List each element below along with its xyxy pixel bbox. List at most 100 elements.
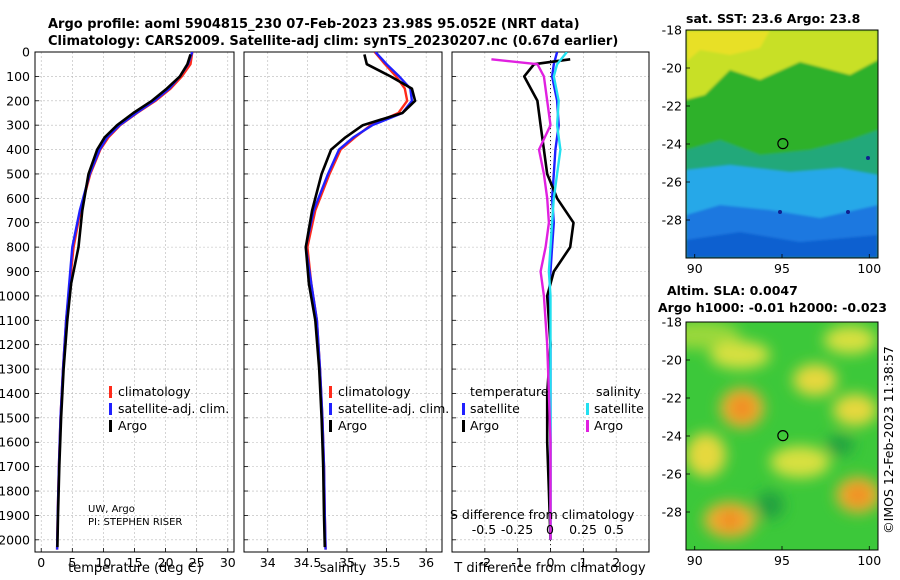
map-y-tick-label: -28 (662, 505, 682, 520)
depth-tick-label: 0 (22, 45, 30, 60)
sla-blob (793, 364, 837, 396)
sla-blob (833, 394, 877, 426)
x-tick-label: 0 (547, 555, 555, 570)
series-group (55, 52, 194, 550)
depth-tick-label: 1900 (0, 508, 30, 523)
legend-title-salinity: salinity (596, 384, 641, 399)
depth-tick-label: 2000 (0, 532, 30, 547)
depth-tick-label: 1200 (0, 337, 30, 352)
legend-swatch-climatology (109, 386, 112, 398)
x-tick-label: -1 (511, 555, 523, 570)
sla-blob (718, 510, 742, 530)
salinity-xlabel: salinity (320, 561, 367, 576)
map-y-tick-label: -26 (662, 175, 682, 190)
salinity-legend: climatology satellite-adj. clim. Argo (329, 384, 449, 433)
sst-speck (866, 156, 870, 160)
map-y-tick-label: -18 (662, 23, 682, 38)
legend-label-argo: Argo (338, 418, 367, 433)
map-x-tick-label: 95 (774, 553, 790, 568)
sla-blob (686, 433, 726, 477)
legend-swatch-argo (109, 420, 112, 432)
series-line-satellite-adj-clim- (55, 52, 194, 550)
s-difference-ticks: -0.5 -0.25 0 0.25 0.5 (472, 522, 624, 537)
map-y-tick-label: -24 (662, 429, 682, 444)
sst-map (686, 30, 878, 258)
credit-line1: UW, Argo (88, 504, 135, 515)
sla-blob (824, 326, 876, 354)
legend-swatch-temp-satellite (462, 403, 465, 415)
credit-line2: PI: STEPHEN RISER (88, 517, 182, 528)
sst-region-blue-deep (686, 232, 878, 258)
sla-blob (710, 341, 770, 369)
depth-tick-label: 400 (6, 142, 30, 157)
x-tick-label: 30 (220, 555, 236, 570)
depth-tick-label: 600 (6, 191, 30, 206)
sla-map-title-line2: Argo h1000: -0.01 h2000: -0.023 (658, 300, 887, 315)
legend-label-sal-argo: Argo (594, 418, 623, 433)
legend-label-argo: Argo (118, 418, 147, 433)
sla-blob (846, 485, 870, 505)
salinity-panel: 34 34.5 35 35.5 36 (243, 51, 443, 570)
depth-tick-label: 900 (6, 264, 30, 279)
s-tick-label: -0.25 (501, 522, 533, 537)
s-tick-label: 0 (546, 522, 554, 537)
depth-tick-label: 200 (6, 93, 30, 108)
depth-tick-label: 1600 (0, 435, 30, 450)
map-y-tick-label: -20 (662, 61, 682, 76)
map-y-tick-label: -24 (662, 137, 682, 152)
sst-map-axes: 90 95 100 -18 -20 -22 -24 -26 -28 (662, 23, 882, 277)
x-tick-label: 15 (127, 555, 143, 570)
x-tick-label: 0 (37, 555, 45, 570)
map-x-tick-label: 90 (687, 261, 703, 276)
depth-tick-label: 1000 (0, 288, 30, 303)
sla-map-axes: 90 95 100 -18 -20 -22 -24 -26 -28 (662, 315, 882, 569)
sla-blob (730, 396, 754, 420)
main-title-line1: Argo profile: aoml 5904815_230 07-Feb-20… (48, 17, 580, 32)
legend-label-climatology: climatology (338, 384, 411, 399)
temperature-legend: climatology satellite-adj. clim. Argo (109, 384, 229, 433)
x-tick-label: 34 (260, 555, 276, 570)
x-tick-label: -2 (479, 555, 491, 570)
sst-region-yellowgreen (686, 30, 770, 62)
map-y-tick-label: -22 (662, 391, 682, 406)
sst-map-title: sat. SST: 23.6 Argo: 23.8 (686, 11, 860, 26)
sla-blob (826, 435, 854, 455)
x-tick-label: 20 (158, 555, 174, 570)
legend-label-sal-satellite: satellite (594, 401, 644, 416)
depth-tick-label: 1700 (0, 459, 30, 474)
depth-tick-label: 1300 (0, 362, 30, 377)
x-tick-label: 35.5 (373, 555, 401, 570)
map-y-tick-label: -28 (662, 213, 682, 228)
sla-blob (686, 322, 740, 349)
legend-swatch-sal-argo (586, 420, 589, 432)
map-y-tick-label: -20 (662, 353, 682, 368)
x-tick-label: 35 (339, 555, 355, 570)
depth-tick-label: 1100 (0, 313, 30, 328)
legend-swatch-argo (329, 420, 332, 432)
legend-swatch-climatology (329, 386, 332, 398)
series-line-argo (304, 54, 417, 548)
s-tick-label: 0.5 (604, 522, 624, 537)
panel-frame (34, 51, 235, 553)
depth-tick-label: 100 (6, 69, 30, 84)
difference-s-label: S difference from climatology (450, 507, 635, 522)
depth-tick-label: 1400 (0, 386, 30, 401)
sla-argo-marker (777, 430, 789, 442)
sla-blob (756, 491, 784, 519)
depth-axis: 0 100 200 300 400 500 600 700 800 900 1000 1100 1200… (0, 45, 30, 548)
legend-title-temperature: temperature (470, 384, 549, 399)
series-line-climatology (55, 52, 194, 550)
temperature-panel: 0 5 10 15 20 25 30 (34, 51, 236, 570)
sla-map (686, 322, 878, 550)
timestamp: ©IMOS 12-Feb-2023 11:38:57 (881, 346, 896, 534)
legend-swatch-satellite (109, 403, 112, 415)
difference-xlabel: T difference from climatology (453, 561, 646, 576)
sla-blob (770, 446, 830, 478)
sst-speck (846, 210, 850, 214)
sst-speck (778, 210, 782, 214)
x-tick-label: 2 (612, 555, 620, 570)
s-tick-label: -0.5 (472, 522, 496, 537)
series-group (491, 52, 575, 540)
map-x-tick-label: 95 (774, 261, 790, 276)
